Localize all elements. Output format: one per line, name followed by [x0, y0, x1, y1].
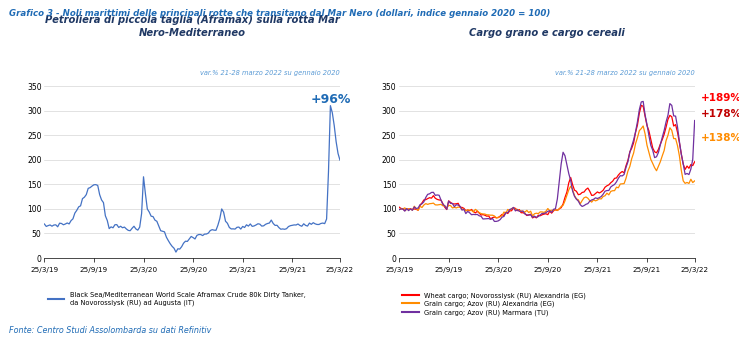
Legend: Black Sea/Mediterranean World Scale Aframax Crude 80k Dirty Tanker,
da Novorossi: Black Sea/Mediterranean World Scale Afra…: [48, 292, 305, 306]
Text: +178%: +178%: [701, 108, 739, 119]
Text: +189%: +189%: [701, 93, 739, 103]
Legend: Wheat cargo; Novorossiysk (RU) Alexandria (EG), Grain cargo; Azov (RU) Alexandri: Wheat cargo; Novorossiysk (RU) Alexandri…: [403, 292, 586, 316]
Text: Fonte: Centro Studi Assolombarda su dati Refinitiv: Fonte: Centro Studi Assolombarda su dati…: [9, 326, 211, 335]
Text: Grafico 3 - Noli marittimi delle principali rotte che transitano dal Mar Nero (d: Grafico 3 - Noli marittimi delle princip…: [9, 9, 551, 18]
Text: +138%: +138%: [701, 132, 739, 143]
Text: Petroliera di piccola taglia (Aframax) sulla rotta Mar
Nero-Mediterraneo: Petroliera di piccola taglia (Aframax) s…: [45, 15, 339, 38]
Text: +96%: +96%: [310, 93, 350, 106]
Text: var.% 21-28 marzo 2022 su gennaio 2020: var.% 21-28 marzo 2022 su gennaio 2020: [200, 70, 340, 76]
Text: var.% 21-28 marzo 2022 su gennaio 2020: var.% 21-28 marzo 2022 su gennaio 2020: [555, 70, 695, 76]
Text: Cargo grano e cargo cereali: Cargo grano e cargo cereali: [469, 28, 624, 38]
